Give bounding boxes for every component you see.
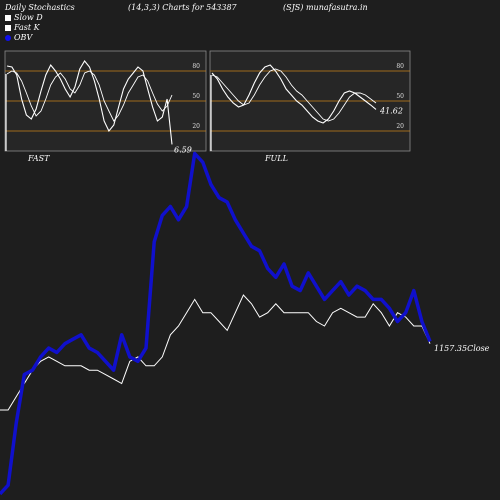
- fast-stochastic-series-fast-k: [6, 60, 173, 145]
- full-stochastic-series-fast-k: [211, 64, 377, 124]
- fast-stochastic-last-value: 6.59: [174, 145, 192, 154]
- legend: Slow D Fast K OBV: [5, 13, 43, 43]
- chart-title: Daily Stochastics: [5, 3, 75, 12]
- site-label: (SJS) munafasutra.in: [283, 3, 368, 12]
- full-stochastic-last-value: 41.62: [379, 106, 403, 115]
- legend-swatch-obv: [5, 35, 11, 41]
- legend-swatch-fast-k: [5, 25, 11, 31]
- legend-label-obv: OBV: [14, 33, 33, 42]
- chart-subtitle: (14,3,3) Charts for 543387: [128, 3, 237, 12]
- legend-label-fast-k: Fast K: [14, 23, 40, 32]
- legend-item-fast-k: Fast K: [5, 23, 43, 33]
- legend-label-slow-d: Slow D: [14, 13, 43, 22]
- full-stochastic-panel-label: FULL: [264, 154, 288, 163]
- full-stochastic-level-label-80: 80: [396, 63, 404, 70]
- full-stochastic-level-label-50: 50: [396, 93, 404, 100]
- full-stochastic-level-label-20: 20: [396, 123, 404, 130]
- price-last-value: 1157.35Close: [434, 344, 490, 353]
- fast-stochastic-level-label-50: 50: [192, 93, 200, 100]
- obv-line: [0, 151, 432, 496]
- legend-item-slow-d: Slow D: [5, 13, 43, 23]
- fast-stochastic-level-label-20: 20: [192, 123, 200, 130]
- legend-item-obv: OBV: [5, 33, 43, 43]
- legend-swatch-slow-d: [5, 15, 11, 21]
- full-stochastic-series-slow-d: [211, 68, 377, 122]
- fast-stochastic-panel-label: FAST: [27, 154, 50, 163]
- close-price-line: [0, 294, 431, 411]
- fast-stochastic-level-label-80: 80: [192, 63, 200, 70]
